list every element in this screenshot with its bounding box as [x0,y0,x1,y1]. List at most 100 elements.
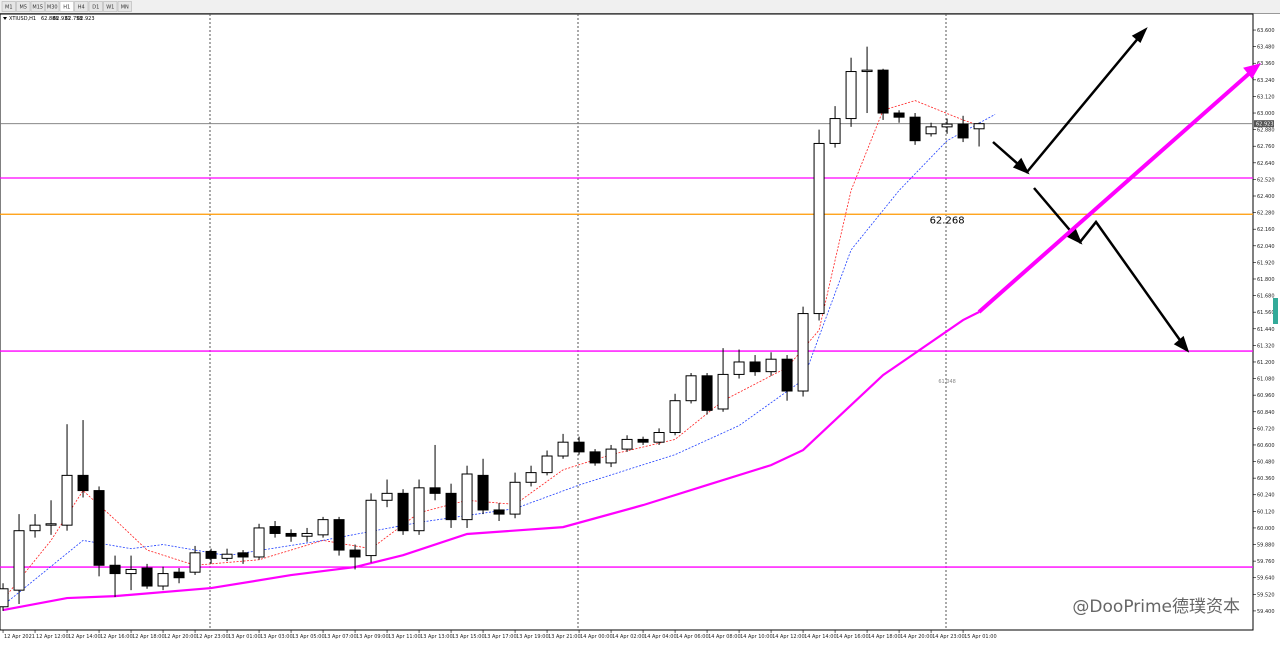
candle-body [813,142,825,315]
y-tick-label: 60.480 [1257,460,1275,466]
candle-body [925,126,937,135]
y-tick-label: 60.000 [1257,526,1275,532]
candle-body [381,492,393,501]
x-tick-label: 14 Apr 06:00 [676,634,709,640]
timeframe-label: H1 [63,5,70,11]
y-tick-label: 61.920 [1257,260,1275,266]
y-tick-label: 61.800 [1257,277,1275,283]
y-tick-label: 63.360 [1257,61,1275,67]
header-marker [3,17,7,20]
candle-body [157,573,169,587]
candle-body [45,523,57,526]
candle-body [285,532,297,537]
timeframe-button[interactable] [30,1,45,12]
x-tick-label: 13 Apr 03:00 [260,634,293,640]
x-tick-label: 14 Apr 04:00 [644,634,677,640]
candle-body [429,487,441,494]
toolbar [0,0,1280,13]
timeframe-button[interactable] [88,1,103,12]
timeframe-button[interactable] [1,1,16,12]
x-tick-label: 14 Apr 08:00 [708,634,741,640]
candle-body [845,71,857,120]
timeframe-label: MN [121,5,129,11]
y-tick-label: 60.600 [1257,443,1275,449]
x-tick-label: 13 Apr 19:00 [516,634,549,640]
candle-body [829,118,841,144]
annotation: 61.048 [938,379,956,385]
y-tick-label: 59.640 [1257,576,1275,582]
candle-body [333,519,345,551]
candle-body [93,490,105,566]
y-tick-label: 60.720 [1257,426,1275,432]
x-tick-label: 12 Apr 23:00 [196,634,229,640]
x-tick-label: 14 Apr 10:00 [740,634,773,640]
candle-body [557,441,569,457]
candle-body [317,519,329,536]
y-tick-label: 63.120 [1257,94,1275,100]
arrow-head [1173,335,1190,353]
x-tick-label: 13 Apr 09:00 [356,634,389,640]
candle-body [397,492,409,532]
timeframe-bar: M1 M5 M15 M30 H1 H4 D1 W1 MN [1,1,132,12]
y-tick-label: 61.320 [1257,343,1275,349]
y-tick-label: 62.760 [1257,144,1275,150]
timeframe-label: M1 [5,5,13,11]
x-tick-label: 14 Apr 20:00 [900,634,933,640]
candle-body [477,474,489,511]
candle-body [669,400,681,434]
candle-body [605,448,617,464]
candle-body [541,455,553,474]
candle-body [29,524,41,532]
y-tick-label: 63.480 [1257,45,1275,51]
y-tick-label: 61.680 [1257,294,1275,300]
candle-body [0,588,9,608]
x-tick-label: 13 Apr 07:00 [324,634,357,640]
y-tick-label: 62.880 [1257,128,1275,134]
day-separators [209,14,947,630]
x-tick-label: 12 Apr 20:00 [164,634,197,640]
y-tick-label: 62.520 [1257,177,1275,183]
candle-body [109,564,121,575]
timeframe-button[interactable] [59,1,74,12]
candle-body [653,432,665,443]
x-tick-label: 12 Apr 2021 [4,634,35,640]
y-tick-label: 62.640 [1257,161,1275,167]
header-high: 62.931 [53,16,71,22]
header-close: 62.923 [77,16,95,22]
y-tick-label: 62.280 [1257,211,1275,217]
timeframe-button[interactable] [103,1,118,12]
x-tick-label: 14 Apr 02:00 [612,634,645,640]
plot-frame [0,13,1254,631]
candle-body [365,499,377,557]
candle-body [493,509,505,515]
y-tick-label: 63.000 [1257,111,1275,117]
timeframe-button[interactable] [117,1,132,12]
scroll-indicator [1273,298,1278,324]
x-tick-label: 13 Apr 15:00 [452,634,485,640]
candle-body [237,552,249,558]
last-price-label: 62.923 [1256,122,1274,128]
candle-body [733,361,745,375]
y-tick-label: 62.040 [1257,244,1275,250]
timeframe-button[interactable] [16,1,31,12]
timeframe-button[interactable] [74,1,89,12]
y-tick-label: 62.160 [1257,227,1275,233]
last-price-box [1254,120,1274,128]
candle-body [781,358,793,392]
candle-body [253,527,265,558]
y-tick-label: 59.760 [1257,559,1275,565]
candle-body [525,472,537,483]
candle-body [765,358,777,373]
timeframe-button[interactable] [45,1,60,12]
candle-body [13,530,25,591]
candle-body [173,571,185,579]
y-tick-label: 61.080 [1257,377,1275,383]
y-tick-label: 59.400 [1257,609,1275,615]
x-tick-label: 15 Apr 01:00 [964,634,997,640]
x-tick-label: 13 Apr 05:00 [292,634,325,640]
y-tick-label: 59.520 [1257,592,1275,598]
candle-body [61,474,73,526]
x-tick-label: 14 Apr 00:00 [580,634,613,640]
